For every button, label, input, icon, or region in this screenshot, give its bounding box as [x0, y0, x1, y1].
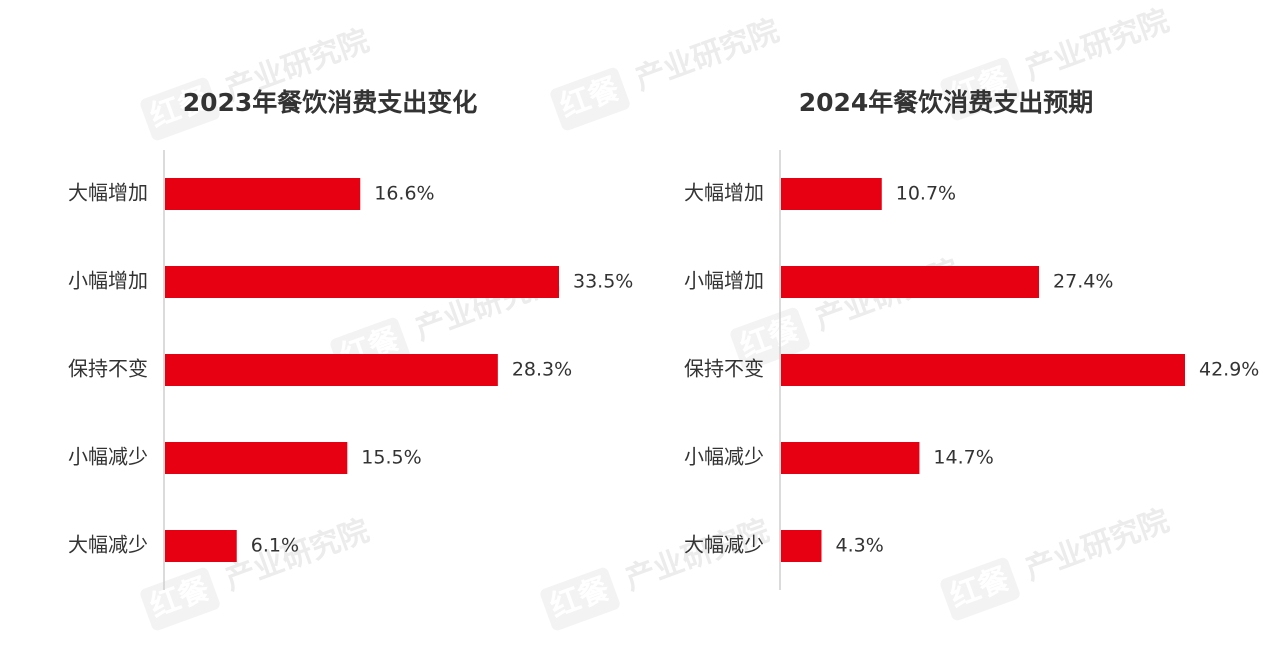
watermark-box [940, 557, 1020, 621]
watermark-text: 产业研究院 [1021, 503, 1174, 587]
category-label: 小幅增加 [68, 269, 148, 293]
bar [781, 442, 920, 474]
value-label: 4.3% [835, 535, 883, 557]
value-label: 14.7% [933, 447, 993, 469]
category-label: 大幅减少 [68, 533, 148, 557]
category-label: 大幅减少 [684, 533, 764, 557]
value-label: 42.9% [1199, 359, 1259, 381]
bar [165, 266, 559, 298]
bar [781, 178, 882, 210]
value-label: 15.5% [361, 447, 421, 469]
category-label: 小幅减少 [68, 445, 148, 469]
bar [781, 266, 1040, 298]
watermark-box [140, 77, 220, 141]
category-label: 小幅增加 [684, 269, 764, 293]
category-label: 保持不变 [68, 357, 148, 381]
bar [165, 354, 498, 386]
bar [165, 178, 361, 210]
watermark-text: 产业研究院 [1021, 3, 1174, 87]
bar [781, 530, 822, 562]
category-label: 大幅增加 [68, 181, 148, 205]
chart-title: 2024年餐饮消费支出预期 [799, 88, 1094, 117]
watermark-box [940, 57, 1020, 121]
chart-title: 2023年餐饮消费支出变化 [183, 88, 478, 117]
watermark-box [540, 567, 620, 631]
bar [781, 354, 1185, 386]
value-label: 10.7% [896, 183, 956, 205]
watermark-box [140, 567, 220, 631]
value-label: 16.6% [374, 183, 434, 205]
bar [165, 442, 348, 474]
watermark-text: 产业研究院 [631, 13, 784, 97]
value-label: 6.1% [251, 535, 299, 557]
value-label: 27.4% [1053, 271, 1113, 293]
category-label: 小幅减少 [684, 445, 764, 469]
category-label: 大幅增加 [684, 181, 764, 205]
category-label: 保持不变 [684, 357, 764, 381]
bar [165, 530, 237, 562]
value-label: 33.5% [573, 271, 633, 293]
value-label: 28.3% [512, 359, 572, 381]
watermark-box [550, 67, 630, 131]
